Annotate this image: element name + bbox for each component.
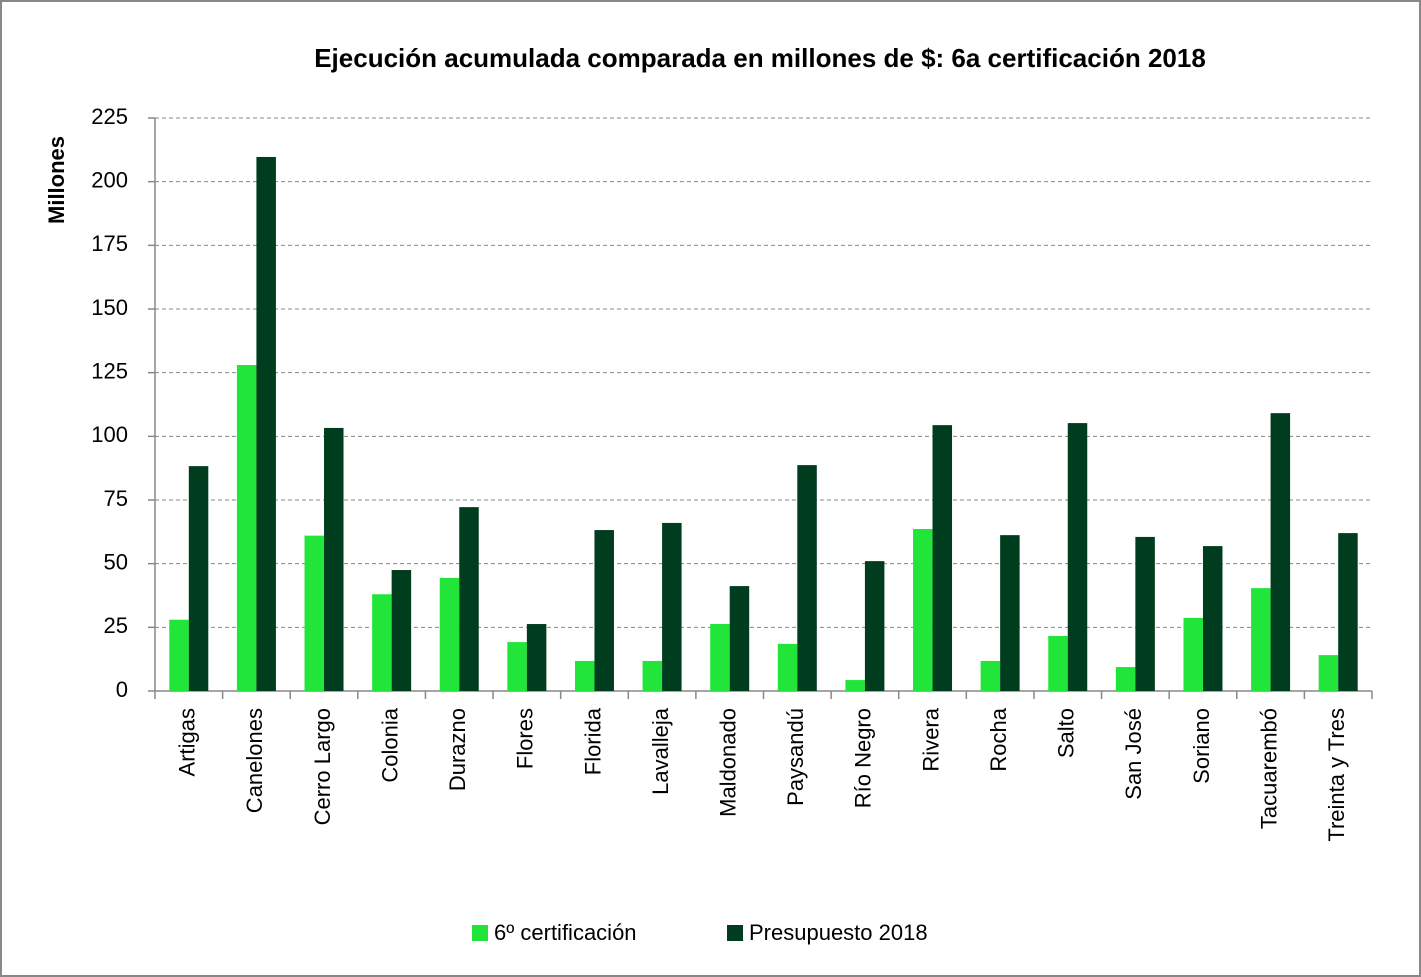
x-tick-label: Maldonado — [716, 708, 741, 817]
x-tick-label: Rivera — [918, 707, 943, 771]
bar — [594, 530, 614, 691]
x-tick-label: San José — [1121, 708, 1146, 800]
bar — [932, 425, 953, 691]
bar — [1318, 655, 1339, 691]
x-tick-label: Durazno — [445, 708, 470, 791]
bar — [236, 365, 257, 691]
bar — [1202, 546, 1223, 691]
legend-label: Presupuesto 2018 — [749, 920, 928, 945]
bar — [777, 643, 798, 691]
y-tick-label: 75 — [104, 486, 128, 511]
bar — [710, 624, 730, 691]
x-tick-label: Salto — [1054, 708, 1079, 758]
bar — [188, 466, 209, 691]
x-tick-label: Soriano — [1189, 708, 1214, 784]
bar — [1135, 536, 1155, 691]
x-tick-label: Lavalleja — [648, 707, 673, 795]
y-tick-label: 25 — [104, 613, 128, 638]
bar — [324, 427, 344, 691]
y-tick-label: 200 — [91, 167, 128, 192]
bar — [1270, 413, 1291, 691]
y-tick-label: 100 — [91, 422, 128, 447]
bar — [1115, 667, 1136, 691]
bar — [1000, 535, 1020, 691]
bar — [913, 529, 933, 691]
y-tick-label: 125 — [91, 358, 128, 383]
bar — [1338, 533, 1358, 691]
x-tick-label: Colonia — [377, 707, 402, 782]
x-tick-label: Florida — [580, 707, 605, 775]
bar — [662, 522, 682, 691]
bar — [391, 570, 412, 691]
bar — [980, 660, 1001, 691]
bar — [1067, 423, 1088, 691]
bar — [797, 465, 817, 691]
bar — [526, 624, 547, 691]
bar — [304, 535, 325, 691]
bar — [642, 660, 663, 691]
bar — [507, 642, 527, 691]
bar — [845, 680, 865, 691]
bar — [1251, 588, 1271, 691]
x-tick-label: Artigas — [175, 708, 200, 776]
y-tick-label: 0 — [116, 677, 128, 702]
x-tick-label: Canelones — [242, 708, 267, 813]
x-tick-label: Treinta y Tres — [1324, 708, 1349, 842]
x-tick-label: Rocha — [986, 707, 1011, 771]
y-tick-label: 50 — [104, 549, 128, 574]
x-tick-label: Paysandú — [783, 708, 808, 806]
bar — [459, 507, 479, 691]
bar — [256, 156, 276, 692]
bar — [439, 577, 460, 691]
y-tick-label: 150 — [91, 295, 128, 320]
bar — [729, 586, 750, 691]
y-tick-label: 225 — [91, 104, 128, 129]
chart-title: Ejecución acumulada comparada en millone… — [314, 43, 1206, 73]
bar — [1048, 635, 1068, 691]
y-axis-label: Millones — [44, 136, 69, 224]
bar — [372, 594, 392, 691]
bar — [864, 561, 885, 691]
y-tick-label: 175 — [91, 231, 128, 256]
legend-label: 6º certificación — [494, 920, 637, 945]
x-tick-label: Flores — [513, 708, 538, 769]
x-tick-label: Tacuarembó — [1256, 708, 1281, 829]
x-tick-label: Río Negro — [851, 708, 876, 808]
x-tick-label: Cerro Largo — [310, 708, 335, 825]
bar — [574, 660, 595, 691]
bar — [169, 619, 189, 691]
bar — [1183, 617, 1203, 691]
legend-swatch — [472, 925, 488, 941]
legend-swatch — [727, 925, 743, 941]
